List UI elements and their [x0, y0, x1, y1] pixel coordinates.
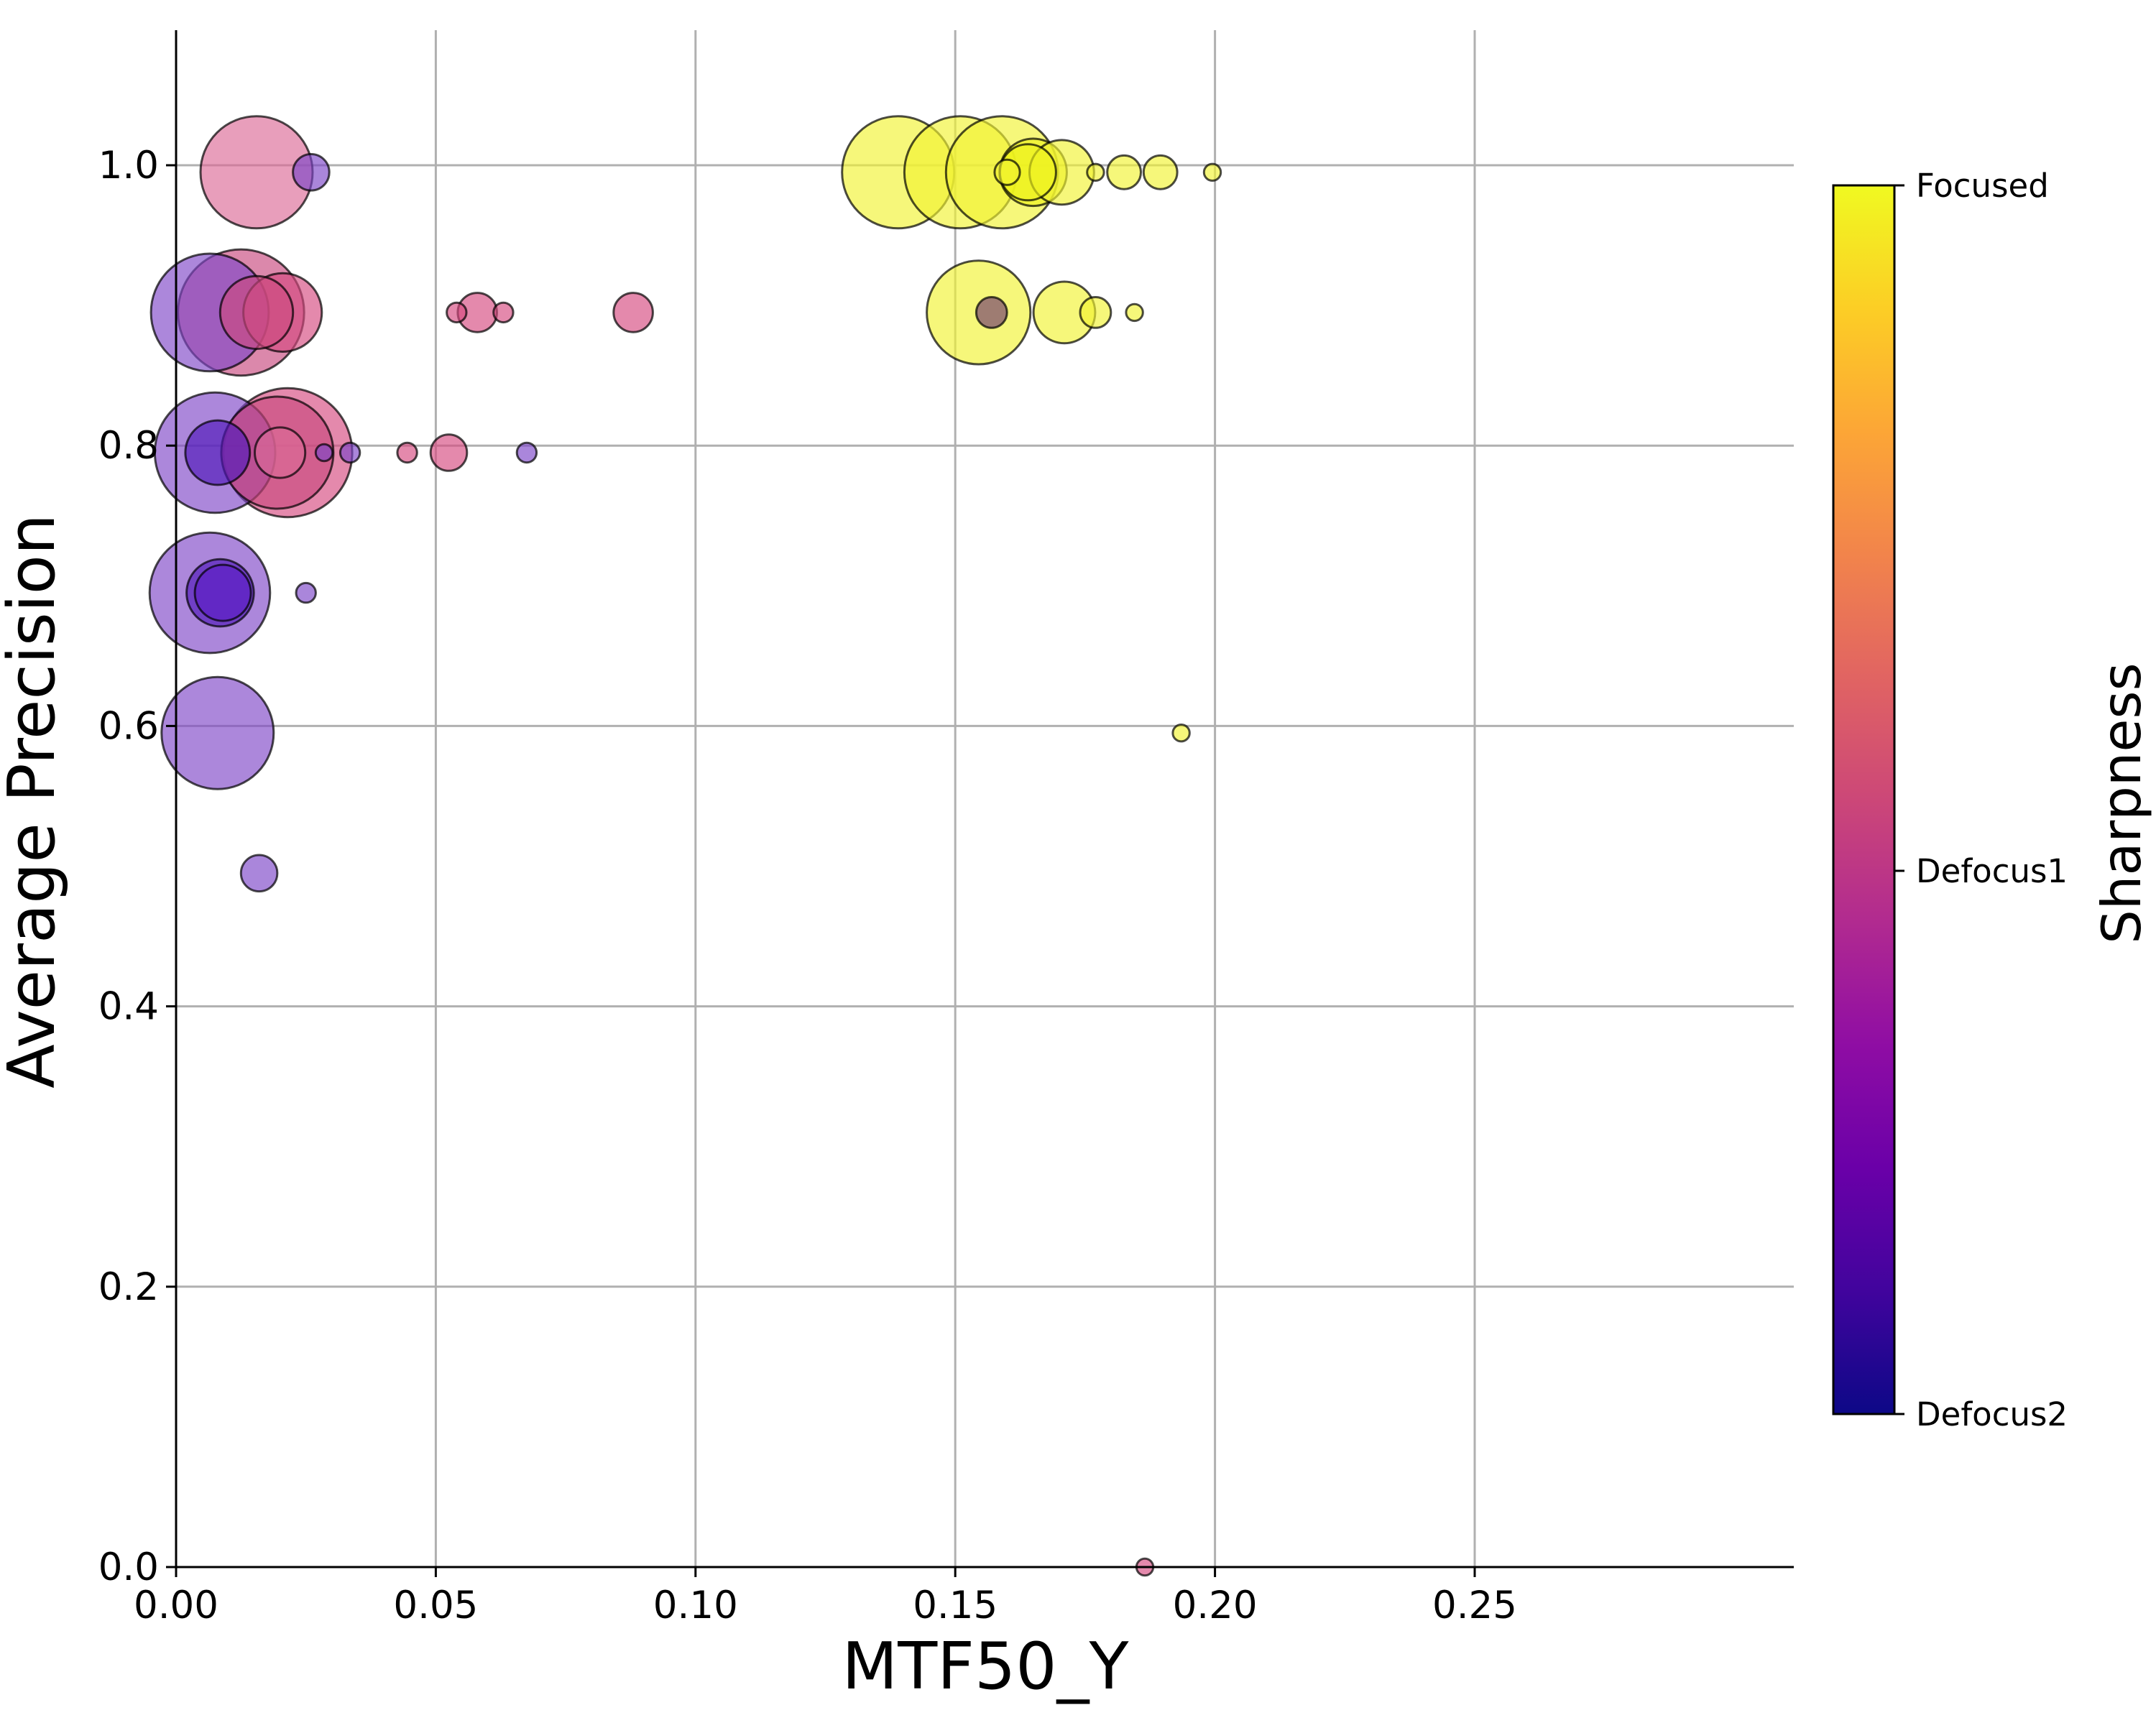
data-point-41 [1125, 302, 1144, 323]
colorbar-gradient [1832, 184, 1896, 1415]
data-point-9 [612, 292, 654, 333]
data-point-29 [993, 158, 1021, 186]
x-tick-label-3: 0.15 [913, 1584, 998, 1627]
x-tick-label-1: 0.05 [393, 1584, 478, 1627]
data-point-42 [1171, 724, 1191, 743]
data-point-33 [1086, 162, 1105, 182]
data-point-11 [184, 419, 252, 486]
axes [175, 30, 1794, 1568]
data-point-38 [975, 296, 1008, 329]
data-point-6 [446, 301, 468, 324]
data-point-8 [492, 301, 515, 324]
colorbar-tick-defocus2: Defocus2 [1916, 1395, 2068, 1433]
colorbar-tick-defocus1: Defocus1 [1916, 852, 2068, 890]
x-axis-title: MTF50_Y [842, 1629, 1130, 1704]
data-point-22 [193, 563, 252, 622]
x-tick-label-0: 0.00 [134, 1584, 218, 1627]
y-tick-label-3: 0.6 [98, 704, 159, 748]
data-point-16 [338, 441, 361, 464]
data-point-19 [515, 441, 538, 464]
tick-labels: 0.00 0.05 0.10 0.15 0.20 0.25 0.0 0.2 0.4 0.6 0.8 1… [98, 144, 1517, 1627]
y-axis-title: Average Precision [0, 514, 70, 1089]
data-point-17 [396, 441, 418, 464]
colorbar-title: Sharpness [2090, 662, 2153, 943]
y-tick-label-4: 0.8 [98, 424, 159, 468]
data-point-14 [254, 426, 307, 479]
colorbar-tick-focused: Focused [1916, 167, 2049, 205]
x-tick-label-2: 0.10 [653, 1584, 738, 1627]
data-point-35 [1142, 154, 1179, 190]
data-point-40 [1079, 296, 1112, 329]
data-point-15 [314, 443, 334, 463]
data-point-36 [1202, 162, 1222, 182]
data-point-24 [160, 675, 275, 790]
data-point-25 [239, 854, 279, 893]
x-tick-label-4: 0.20 [1173, 1584, 1258, 1627]
colorbar: Focused Defocus1 Defocus2 Sharpness [1832, 167, 2153, 1433]
y-tick-label-5: 1.0 [98, 144, 159, 188]
data-point-18 [429, 433, 469, 472]
data-point-1 [292, 153, 331, 192]
data-point-23 [295, 581, 317, 604]
y-tick-label-0: 0.0 [98, 1546, 159, 1589]
bubble-layer [148, 115, 1222, 1577]
x-tick-label-5: 0.25 [1432, 1584, 1517, 1627]
y-tick-label-2: 0.4 [98, 985, 159, 1029]
y-tick-label-1: 0.2 [98, 1265, 159, 1309]
data-point-34 [1106, 154, 1142, 190]
data-point-4 [218, 274, 295, 351]
